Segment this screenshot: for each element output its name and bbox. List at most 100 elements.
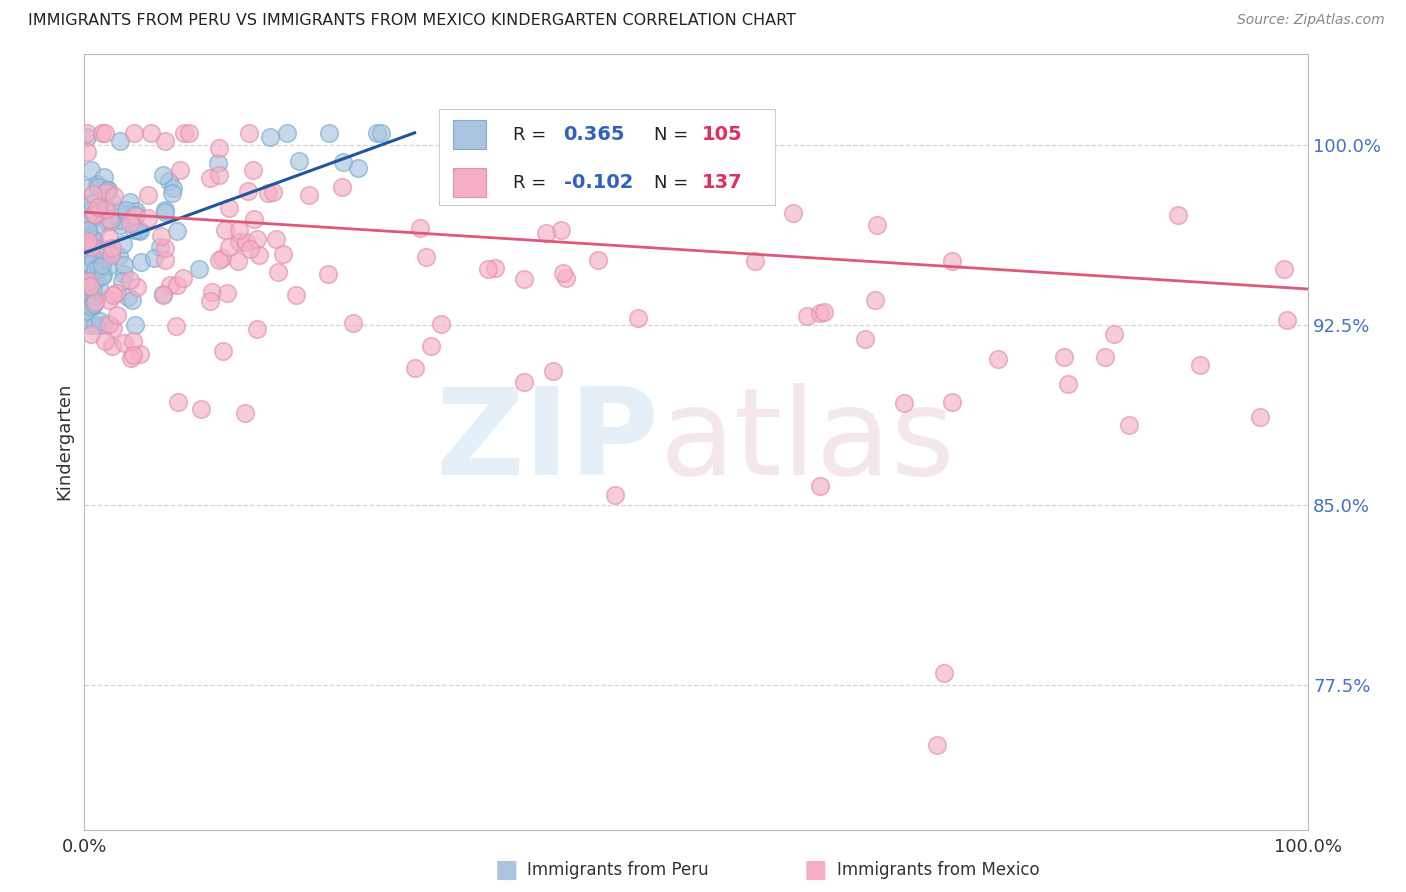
Point [408, 220, 430, 235]
Point [627, 311, 650, 326]
Text: Immigrants from Peru: Immigrants from Peru [527, 861, 709, 879]
Point [115, 202, 138, 217]
Point [477, 261, 499, 276]
Point [82, 293, 104, 307]
Point [941, 394, 963, 409]
Point [218, 202, 240, 216]
Point [82, 300, 104, 314]
Point [82, 300, 104, 314]
Point [83, 234, 105, 248]
Text: 0.365: 0.365 [564, 125, 626, 145]
Point [75, 213, 97, 227]
Point [226, 254, 249, 268]
Point [934, 666, 956, 681]
Point [100, 247, 122, 261]
Point [97, 259, 120, 273]
Point [318, 126, 340, 140]
Point [330, 179, 353, 194]
Point [152, 286, 174, 301]
Point [80, 240, 103, 254]
Point [211, 251, 233, 265]
Point [218, 240, 240, 254]
Point [75, 235, 97, 250]
Point [90, 242, 112, 256]
Point [136, 188, 159, 202]
Point [80, 163, 103, 178]
Point [94, 185, 117, 199]
Point [96, 215, 118, 229]
Point [208, 141, 231, 155]
Point [1118, 417, 1140, 432]
Point [157, 174, 180, 188]
Point [1272, 262, 1295, 277]
Point [159, 278, 181, 293]
Point [80, 292, 103, 306]
Point [94, 126, 117, 140]
Point [139, 126, 162, 140]
Point [90, 126, 112, 140]
Point [370, 126, 392, 140]
Point [115, 207, 138, 221]
Point [201, 285, 224, 299]
Point [586, 252, 609, 267]
Point [83, 295, 105, 310]
Point [125, 203, 148, 218]
Point [236, 185, 259, 199]
Point [246, 322, 269, 336]
Point [273, 246, 295, 260]
Point [153, 203, 176, 218]
Point [93, 169, 115, 184]
Point [513, 375, 536, 389]
Point [149, 240, 172, 254]
Point [208, 252, 231, 267]
Point [1053, 350, 1076, 364]
Point [554, 271, 576, 285]
Point [91, 268, 114, 282]
Point [97, 183, 120, 197]
Point [166, 224, 188, 238]
Text: N =: N = [654, 174, 695, 192]
Text: R =: R = [513, 126, 553, 144]
FancyBboxPatch shape [439, 109, 776, 205]
Point [82, 253, 104, 268]
Text: N =: N = [654, 126, 695, 144]
Point [76, 235, 98, 249]
Bar [453, 169, 486, 197]
Point [808, 306, 831, 320]
Point [124, 209, 146, 223]
Text: 105: 105 [702, 125, 742, 145]
Point [94, 202, 117, 217]
Point [1102, 327, 1125, 342]
Point [124, 318, 146, 332]
Point [160, 186, 183, 201]
Point [127, 280, 149, 294]
Point [79, 279, 101, 293]
Point [316, 267, 339, 281]
Point [83, 252, 105, 267]
Point [172, 271, 194, 285]
Point [217, 285, 239, 300]
Point [129, 347, 152, 361]
Point [97, 230, 120, 244]
Point [723, 179, 745, 194]
Point [79, 299, 101, 313]
Point [284, 287, 307, 301]
Point [86, 179, 108, 194]
Text: ■: ■ [804, 858, 827, 881]
Point [1249, 409, 1271, 424]
Point [122, 347, 145, 361]
Point [112, 335, 135, 350]
Point [90, 258, 112, 272]
Point [83, 206, 105, 220]
Point [76, 129, 98, 144]
Point [242, 162, 264, 177]
Point [259, 130, 281, 145]
Point [235, 406, 257, 420]
Point [342, 316, 364, 330]
Point [541, 364, 564, 378]
Point [941, 253, 963, 268]
Point [79, 318, 101, 332]
Point [782, 206, 804, 220]
Point [75, 313, 97, 327]
Point [83, 194, 105, 209]
